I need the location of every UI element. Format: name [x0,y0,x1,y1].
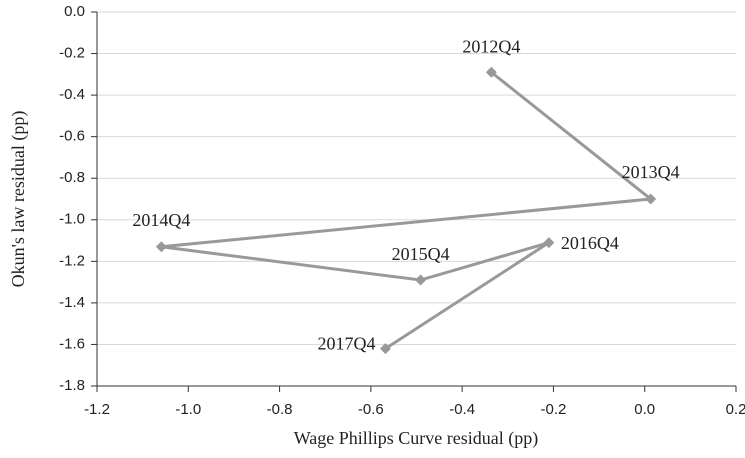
point-label: 2016Q4 [561,233,619,253]
x-tick-label: -1.0 [175,401,201,418]
y-axis-title: Okun's law residual (pp) [8,111,29,288]
point-label: 2013Q4 [622,162,680,182]
point [645,193,657,205]
y-tick-label: -1.6 [59,335,85,352]
x-tick-label: -0.6 [358,401,384,418]
y-tick-label: -0.8 [59,169,85,186]
y-tick-label: -0.4 [59,86,85,103]
x-tick-label: -0.8 [267,401,293,418]
y-tick-label: 0.0 [64,3,85,20]
point-label: 2012Q4 [462,36,520,56]
point [155,241,167,253]
y-tick-label: -1.0 [59,211,85,228]
point [379,343,391,355]
y-tick-label: -1.4 [59,294,85,311]
x-tick-label: 0.2 [726,401,745,418]
y-tick-label: -1.2 [59,252,85,269]
point-label: 2015Q4 [392,244,450,264]
y-tick-label: -1.8 [59,377,85,394]
y-tick-label: -0.6 [59,128,85,145]
x-tick-label: -0.2 [540,401,566,418]
point [415,274,427,286]
point [543,237,555,249]
series-line [161,71,655,350]
x-axis-title: Wage Phillips Curve residual (pp) [294,428,539,449]
x-tick-label: 0.0 [634,401,655,418]
y-tick-label: -0.2 [59,45,85,62]
x-tick-label: -0.4 [449,401,475,418]
point [485,66,497,78]
point-label: 2014Q4 [132,210,190,230]
x-tick-label: -1.2 [84,401,110,418]
point-label: 2017Q4 [317,334,375,354]
